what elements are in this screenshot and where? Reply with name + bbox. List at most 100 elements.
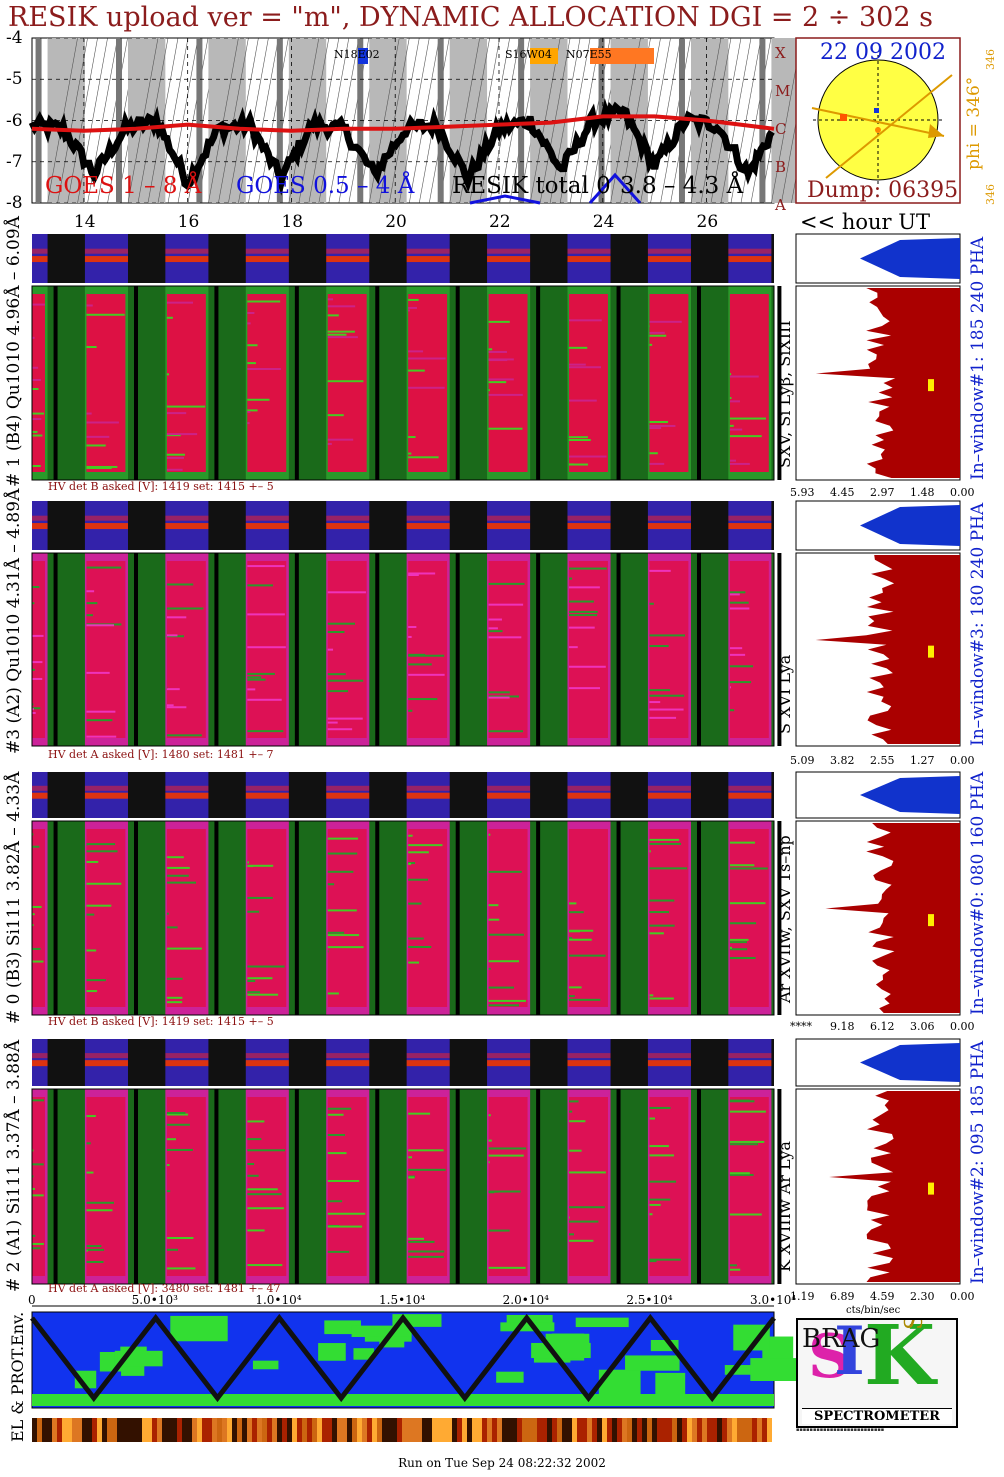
spectrogram-streak [649, 343, 653, 346]
spectrogram-streak [649, 1260, 657, 1263]
spectrogram-streak [569, 610, 598, 613]
env-strip-cell [372, 1418, 377, 1442]
spectrogram-gap [616, 286, 621, 480]
spectrogram-streak [327, 1225, 363, 1228]
spectrogram-streak [247, 865, 254, 868]
spectrogram-streak [32, 947, 41, 950]
env-strip-cell [477, 1418, 482, 1442]
spectrogram-night-segment [127, 286, 166, 480]
spectrogram-streak [247, 1229, 265, 1232]
env-strip-cell [67, 1418, 72, 1442]
env-strip-cell [762, 1418, 767, 1442]
env-strip-cell [167, 1418, 172, 1442]
class-label-A: A [775, 196, 786, 214]
hist-xtick-0-2: 2.97 [870, 486, 895, 499]
spectrogram-night-segment [530, 286, 568, 480]
spectrogram-streak [32, 378, 41, 381]
env-strip-cell [137, 1418, 142, 1442]
spectrogram-streak [32, 336, 35, 339]
spectrogram-streak [327, 690, 349, 693]
spectrogram-gap [536, 286, 541, 480]
spectrogram-streak [649, 867, 688, 870]
spectrogram-streak [569, 455, 607, 458]
env-strip-cell [287, 1418, 292, 1442]
pha-night-segment [288, 234, 327, 283]
spectrogram-streak [166, 1138, 177, 1141]
spectrogram-streak [166, 316, 173, 319]
spectrogram-streak [649, 932, 664, 935]
spectrogram-streak [649, 1213, 653, 1216]
detector-label-2: # 0 (B3) Si111 3.82Å – 4.33Å [4, 771, 24, 1024]
env-strip-cell [537, 1418, 542, 1442]
env-strip-cell [622, 1418, 627, 1442]
env-strip-cell [257, 1418, 262, 1442]
env-strip-cell [582, 1418, 587, 1442]
env-strip-cell [222, 1418, 227, 1442]
env-strip-cell [482, 1418, 487, 1442]
spectrogram-streak [166, 453, 185, 456]
spectrogram-streak [408, 1176, 415, 1179]
spectrogram-streak [327, 648, 334, 651]
env-strip-cell [757, 1418, 762, 1442]
spectrogram-day-segment [247, 294, 287, 472]
spectrogram-streak [729, 841, 756, 844]
spectrogram-gap [455, 553, 460, 746]
spectrogram-streak [166, 704, 174, 707]
y-tick-1: -5 [6, 69, 23, 90]
env-strip-cell [322, 1418, 327, 1442]
spectrogram-streak [569, 363, 586, 366]
env-strip-cell [472, 1418, 477, 1442]
spectrogram-night-segment [288, 1089, 327, 1284]
spectrogram-streak [569, 902, 577, 905]
env-green-patch [351, 1325, 412, 1337]
spectrogram-day-segment [32, 294, 45, 472]
spectrogram-streak [166, 1164, 170, 1167]
spectrogram-streak [327, 298, 334, 301]
hour-axis-label: << hour UT [800, 210, 930, 234]
spectrogram-streak [327, 442, 332, 445]
spectrogram-streak [729, 665, 754, 668]
env-green-patch [655, 1372, 686, 1398]
env-strip-cell [547, 1418, 552, 1442]
spectrogram-streak [408, 298, 419, 301]
spectrogram-streak [327, 946, 364, 949]
spectrogram-streak [247, 896, 273, 899]
spectrogram-streak [488, 603, 524, 606]
spectrogram-gap [375, 553, 380, 746]
spectrogram-streak [86, 1209, 113, 1212]
spectrogram-streak [247, 410, 251, 413]
spectrogram-streak [247, 698, 282, 701]
spectrogram-day-segment [166, 561, 206, 738]
class-label-X: X [775, 44, 786, 62]
spectrogram-streak [569, 1239, 594, 1242]
spectrogram-streak [327, 1133, 346, 1136]
class-label-M: M [775, 82, 791, 100]
spectrogram-streak [649, 911, 670, 914]
spectrogram-streak [408, 626, 417, 629]
spectrogram-night-segment [208, 821, 246, 1015]
pha-night-segment [771, 234, 774, 283]
env-strip-cell [97, 1418, 102, 1442]
spectrogram-night-segment [690, 1089, 729, 1284]
spectrogram-streak [649, 1203, 661, 1206]
spectrogram-streak [729, 1110, 766, 1113]
spectrogram-gap [536, 553, 541, 746]
hist-xtick-1-3: 1.27 [910, 754, 935, 767]
env-strip-cell [267, 1418, 272, 1442]
spectrogram-streak [729, 1264, 737, 1267]
spectrogram-streak [32, 703, 34, 706]
spectrogram-streak [166, 1190, 171, 1193]
spectrogram-streak [488, 695, 520, 698]
orbit-track-2 [825, 74, 953, 179]
env-strip-cell [632, 1418, 637, 1442]
spectrogram-gap [53, 286, 58, 480]
spectrogram-gap [133, 821, 138, 1015]
environment-panel [30, 1311, 810, 1442]
env-strip-cell [447, 1418, 452, 1442]
env-strip-cell [737, 1418, 742, 1442]
spectrogram-gap [294, 286, 299, 480]
spectrogram-streak [166, 373, 170, 376]
env-strip-cell [382, 1418, 387, 1442]
spectrogram-streak [32, 1247, 41, 1250]
hist-xtick-1-0: 5.09 [790, 754, 815, 767]
